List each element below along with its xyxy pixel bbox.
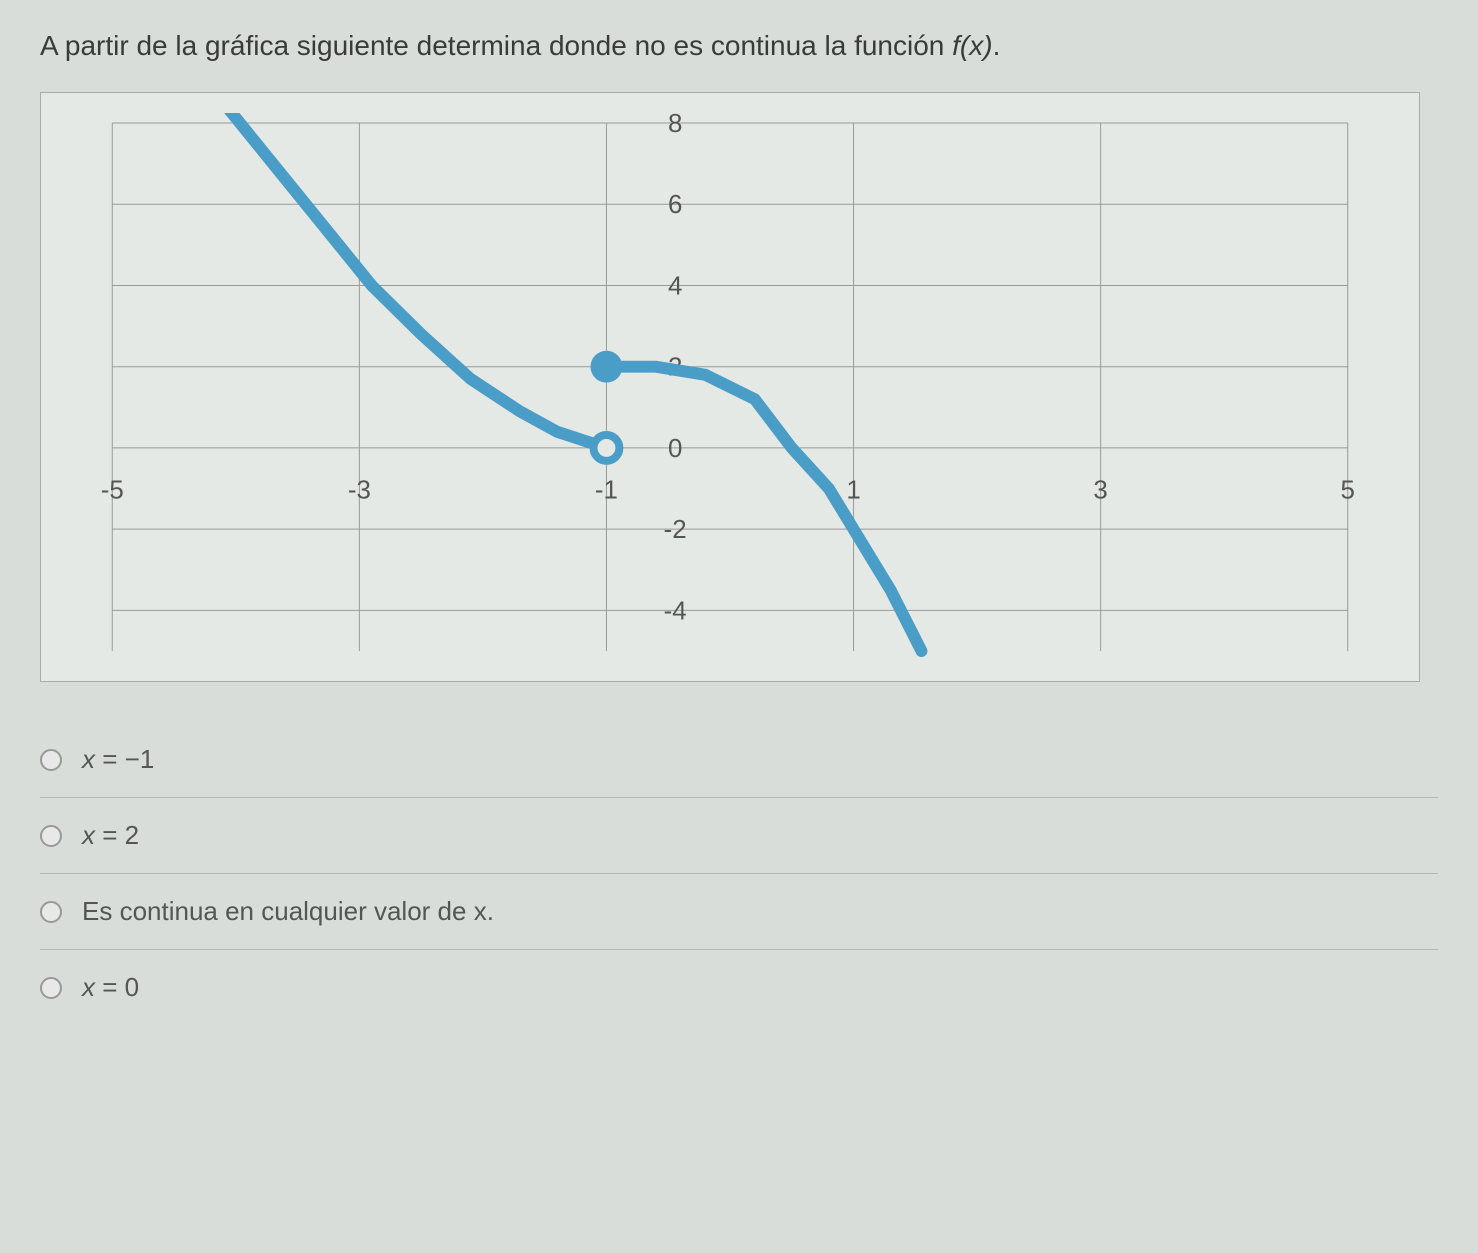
radio-option-1[interactable] <box>40 749 62 771</box>
svg-text:-5: -5 <box>101 477 124 505</box>
option-1[interactable]: x = −1 <box>40 722 1438 798</box>
radio-option-4[interactable] <box>40 977 62 999</box>
option-3-label: Es continua en cualquier valor de x. <box>82 896 494 927</box>
radio-option-3[interactable] <box>40 901 62 923</box>
option-3-rest: Es continua en cualquier valor de x. <box>82 896 494 926</box>
option-2-var: x <box>82 820 95 850</box>
answer-options: x = −1 x = 2 Es continua en cualquier va… <box>40 722 1438 1025</box>
option-2-label: x = 2 <box>82 820 139 851</box>
radio-option-2[interactable] <box>40 825 62 847</box>
question-prompt: A partir de la gráfica siguiente determi… <box>40 30 1438 62</box>
option-3[interactable]: Es continua en cualquier valor de x. <box>40 874 1438 950</box>
option-1-label: x = −1 <box>82 744 154 775</box>
svg-text:8: 8 <box>668 113 682 138</box>
option-1-var: x <box>82 744 95 774</box>
prompt-suffix: . <box>993 30 1001 61</box>
option-4[interactable]: x = 0 <box>40 950 1438 1025</box>
svg-text:0: 0 <box>668 435 682 463</box>
option-4-var: x <box>82 972 95 1002</box>
option-1-rest: = −1 <box>95 744 154 774</box>
prompt-prefix: A partir de la gráfica siguiente determi… <box>40 30 952 61</box>
svg-text:-3: -3 <box>348 477 371 505</box>
svg-text:-2: -2 <box>664 516 687 544</box>
svg-text:4: 4 <box>668 272 682 300</box>
chart-container: -5-3-1135 86420-2-4 <box>40 92 1420 682</box>
svg-text:5: 5 <box>1341 477 1355 505</box>
svg-text:3: 3 <box>1093 477 1107 505</box>
option-2-rest: = 2 <box>95 820 139 850</box>
svg-text:-4: -4 <box>664 597 687 625</box>
option-4-label: x = 0 <box>82 972 139 1003</box>
option-2[interactable]: x = 2 <box>40 798 1438 874</box>
svg-text:-1: -1 <box>595 477 618 505</box>
function-chart: -5-3-1135 86420-2-4 <box>71 113 1389 661</box>
svg-text:1: 1 <box>846 477 860 505</box>
svg-text:6: 6 <box>668 191 682 219</box>
option-4-rest: = 0 <box>95 972 139 1002</box>
prompt-fn: f(x) <box>952 30 992 61</box>
